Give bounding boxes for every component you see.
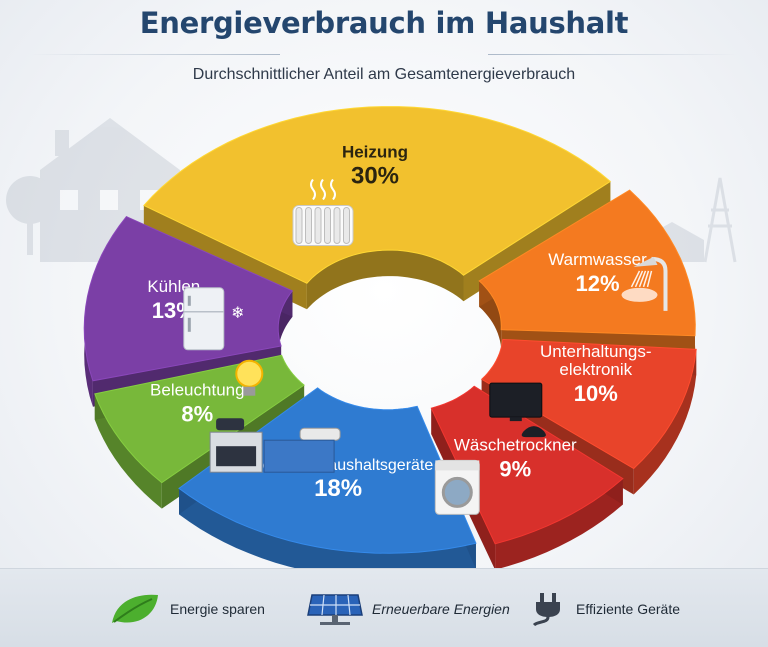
- slice-side: [633, 349, 697, 495]
- donut-slices: [83, 106, 697, 568]
- fridge-icon: ❄: [183, 287, 245, 351]
- slice-side: [94, 393, 162, 509]
- slice-inner-side: [306, 250, 464, 310]
- tv-icon: [489, 382, 546, 438]
- slice-label-text: elektronik: [559, 360, 632, 379]
- label-washing-machine: Wäschetrockner 9%: [434, 435, 577, 515]
- slice-value-label: 9%: [499, 456, 531, 481]
- slice-value-label: 18%: [314, 475, 362, 502]
- footer-item-renewables: Erneuerbare Energien: [306, 591, 510, 627]
- slice-top: [143, 106, 612, 284]
- title-rule-left: [30, 54, 280, 55]
- slice-side: [178, 488, 476, 568]
- solar-panel-icon: [307, 594, 363, 625]
- radiator-icon: [292, 178, 354, 246]
- slice-label-text: Heizung: [342, 143, 408, 162]
- label-shower: Warmwasser 12%: [548, 250, 668, 311]
- slice-label-text: Warmwasser: [548, 250, 647, 269]
- page-subtitle: Durchschnittlicher Anteil am Gesamtenerg…: [192, 66, 576, 83]
- footer-label-energy-saving: Energie sparen: [170, 601, 265, 617]
- plug-icon: [532, 593, 560, 627]
- slice-side: [495, 478, 623, 568]
- svg-text:❄: ❄: [231, 303, 244, 322]
- page-title: Energieverbrauch im Haushalt: [139, 6, 629, 40]
- slice-label-text: Beleuchtung: [150, 381, 245, 400]
- slice-label-text: Wäschetrockner: [454, 435, 577, 454]
- slice-value-label: 30%: [351, 163, 399, 190]
- slice-value-label: 8%: [181, 402, 213, 427]
- footer-item-efficient-devices: Effiziente Geräte: [528, 591, 680, 627]
- slice-value-label: 10%: [574, 381, 618, 406]
- slice-label-text: Unterhaltungs-: [540, 342, 652, 361]
- footer-label-efficient-devices: Effiziente Geräte: [576, 601, 681, 617]
- label-tv: Unterhaltungs-elektronik 10%: [489, 342, 652, 438]
- label-lightbulb: Beleuchtung 8%: [150, 359, 264, 427]
- leaf-icon: [112, 594, 158, 623]
- footer-item-energy-saving: Energie sparen: [108, 591, 265, 627]
- stove-icon: [209, 418, 341, 473]
- lightbulb-icon: [235, 359, 264, 396]
- footer-label-renewables: Erneuerbare Energien: [372, 601, 510, 617]
- washing-machine-icon: [434, 459, 480, 515]
- slice-top: [480, 338, 697, 470]
- shower-icon: [621, 256, 668, 311]
- slice-value-label: 12%: [575, 271, 619, 296]
- footer-bar: Energie sparen Erneuerbare Energien Effi…: [0, 568, 768, 647]
